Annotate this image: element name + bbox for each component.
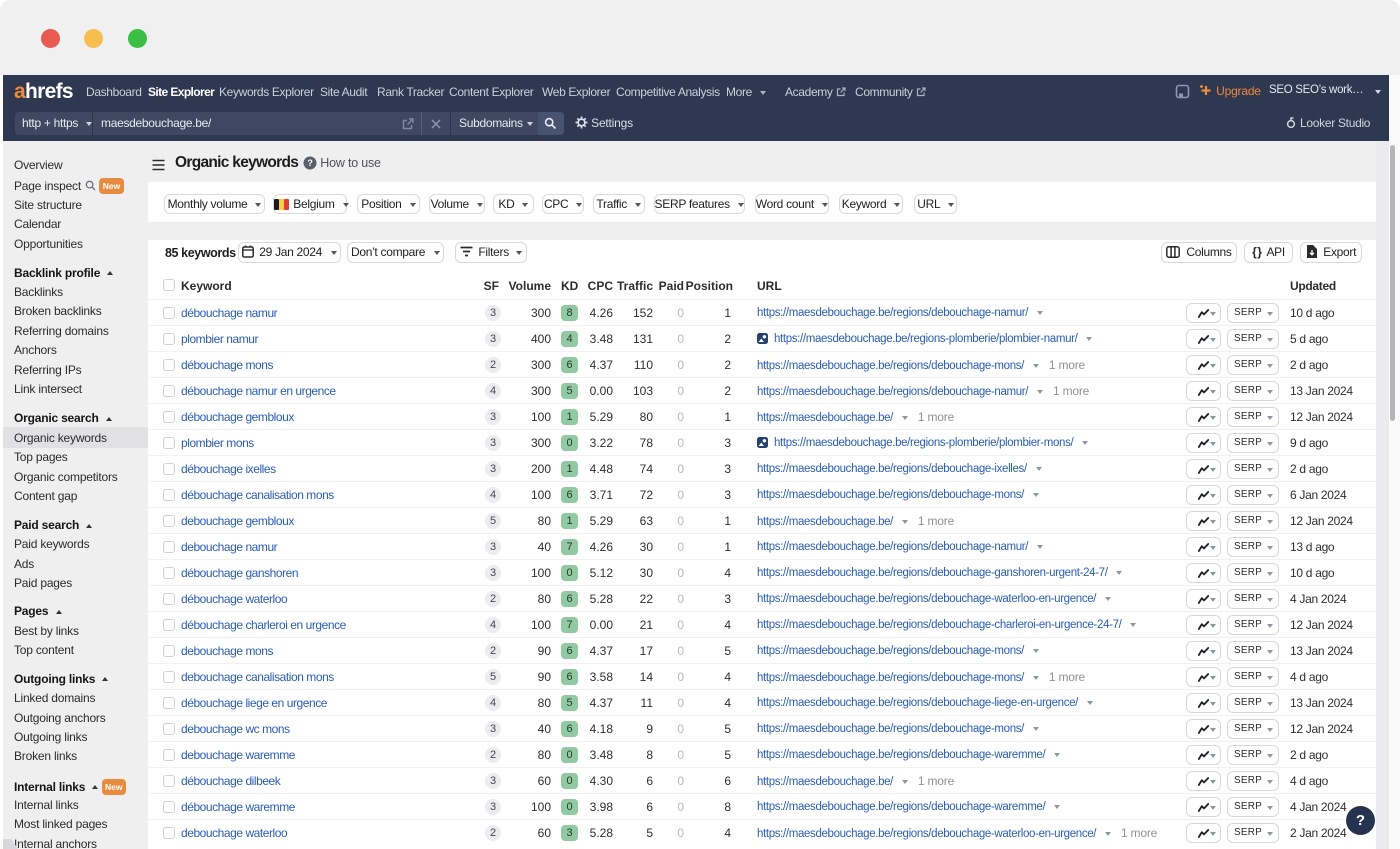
svg-text:?: ? [307,158,312,168]
